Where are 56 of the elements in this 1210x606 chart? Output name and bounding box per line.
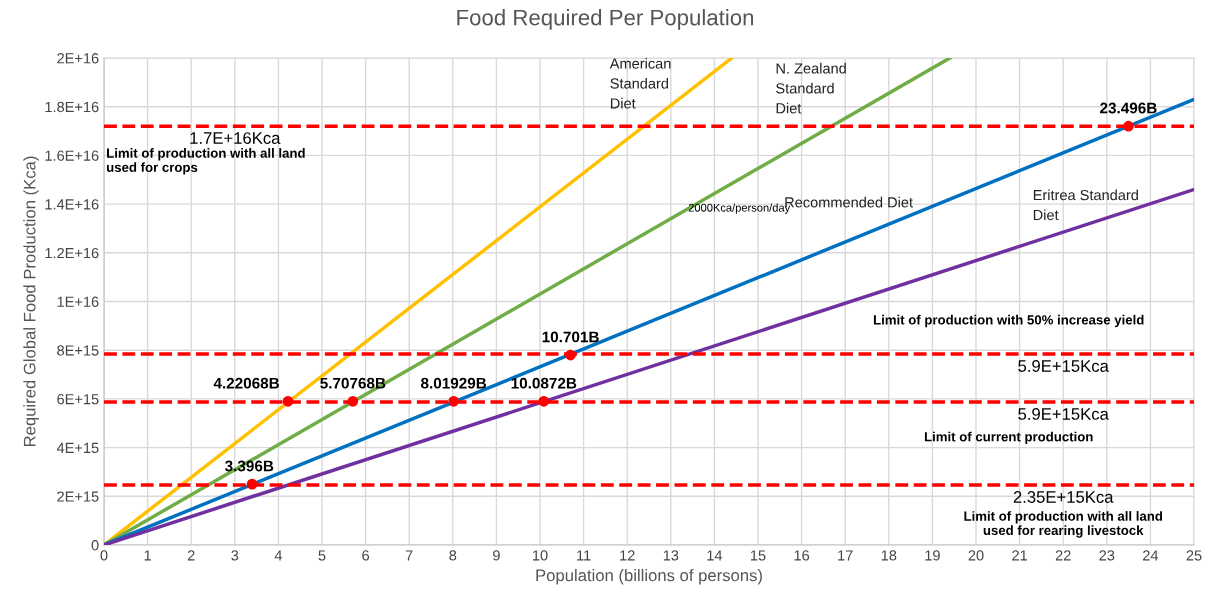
y-tick-label: 0 bbox=[91, 540, 99, 551]
x-tick-label: 22 bbox=[1055, 550, 1071, 561]
x-tick-label: 15 bbox=[751, 550, 766, 561]
x-tick-label: 4 bbox=[274, 550, 283, 561]
x-tick-label: 23 bbox=[1099, 550, 1115, 561]
x-axis-title: Population (billions of persons) bbox=[536, 569, 762, 585]
annotation: 8.01929B bbox=[421, 377, 487, 389]
y-tick-label: 2E+15 bbox=[57, 491, 99, 502]
x-tick-label: 21 bbox=[1012, 550, 1027, 561]
x-tick-label: 9 bbox=[493, 550, 500, 561]
annotation: Limit of production with 50% increase yield bbox=[873, 314, 1144, 328]
ref-line-label: 5.9E+15Kca bbox=[1018, 408, 1109, 420]
annotation: 10.0872B bbox=[511, 377, 577, 389]
annotation: 10.701B bbox=[542, 331, 599, 343]
x-tick-label: 16 bbox=[794, 550, 810, 561]
x-tick-label: 14 bbox=[707, 550, 723, 561]
x-tick-label: 0 bbox=[100, 550, 108, 561]
x-tick-label: 5 bbox=[318, 550, 326, 561]
ref-line-label: 2.35E+15Kca bbox=[1013, 491, 1114, 503]
ref-line-label: 1.7E+16Kca bbox=[190, 132, 281, 144]
x-tick-label: 24 bbox=[1143, 550, 1159, 561]
x-tick-label: 7 bbox=[405, 550, 413, 561]
y-tick-label: 6E+15 bbox=[57, 394, 99, 405]
x-tick-label: 12 bbox=[620, 550, 635, 561]
y-tick-label: 8E+15 bbox=[57, 345, 99, 356]
x-tick-label: 11 bbox=[577, 550, 591, 561]
x-tick-label: 1 bbox=[144, 550, 151, 561]
annotation: 4.22068B bbox=[213, 377, 279, 389]
x-tick-label: 2 bbox=[187, 550, 195, 561]
y-tick-label: 1E+16 bbox=[57, 296, 99, 307]
x-tick-label: 3 bbox=[231, 550, 239, 561]
annotation: 23.496B bbox=[1100, 102, 1157, 114]
x-tick-label: 6 bbox=[362, 550, 370, 561]
series-label: Eritrea Standard Diet bbox=[1033, 189, 1138, 221]
annotation: Limit of current production bbox=[924, 431, 1093, 445]
x-tick-label: 20 bbox=[968, 550, 984, 561]
chart-title: Food Required Per Population bbox=[457, 9, 754, 30]
x-tick-label: 13 bbox=[663, 550, 679, 561]
y-tick-label: 1.6E+16 bbox=[45, 150, 99, 161]
y-tick-label: 1.8E+16 bbox=[45, 101, 99, 113]
x-tick-label: 25 bbox=[1186, 550, 1202, 561]
x-tick-label: 17 bbox=[838, 550, 853, 561]
series-label: N. Zealand Standard Diet bbox=[776, 62, 846, 114]
x-tick-label: 19 bbox=[925, 550, 940, 561]
series-label: American Standard Diet bbox=[609, 58, 671, 109]
y-tick-label: 1.2E+16 bbox=[45, 247, 99, 259]
annotation: Limit of production with all land used for crops bbox=[107, 148, 305, 175]
y-tick-label: 1.4E+16 bbox=[45, 199, 99, 210]
y-tick-label: 2E+16 bbox=[57, 53, 99, 64]
y-tick-label: 4E+15 bbox=[56, 442, 99, 454]
annotation: Limit of production with all land used for rearing livestock bbox=[964, 511, 1163, 538]
x-tick-label: 10 bbox=[533, 550, 548, 561]
x-tick-label: 8 bbox=[449, 550, 457, 561]
ref-line-label: 5.9E+15Kca bbox=[1018, 360, 1109, 372]
y-axis-title: Required Global Food Production (Kca) bbox=[23, 156, 39, 447]
x-tick-label: 18 bbox=[881, 550, 897, 561]
